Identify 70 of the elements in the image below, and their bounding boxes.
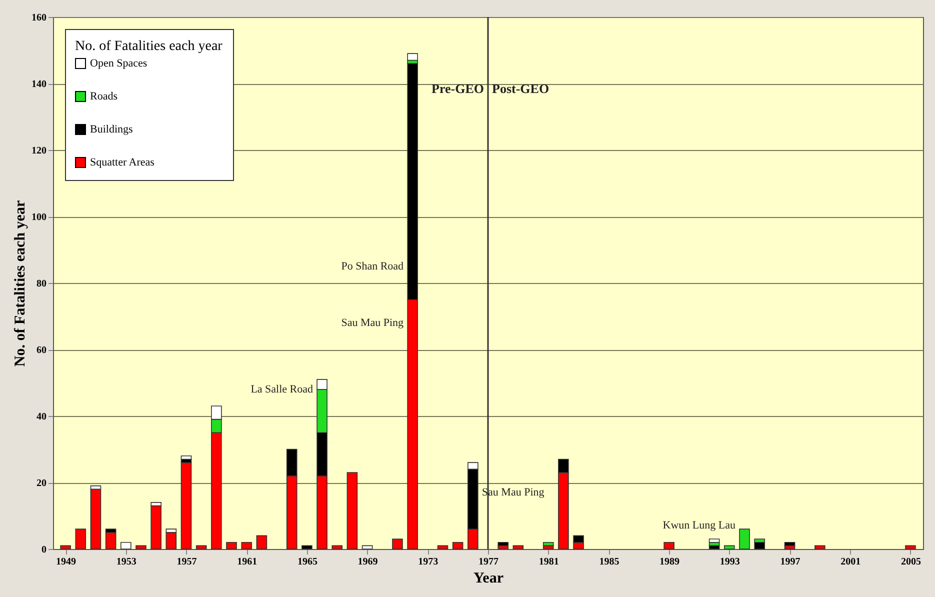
annotation: La Salle Road	[250, 383, 314, 396]
bar	[180, 462, 192, 550]
x-tick-label: 1973	[418, 556, 438, 568]
bar	[60, 545, 71, 550]
bar	[226, 542, 237, 550]
bar	[754, 542, 765, 550]
x-tick-label: 1957	[176, 556, 197, 568]
bar	[664, 542, 674, 550]
bar	[75, 528, 86, 550]
x-tick-label: 1989	[660, 556, 680, 568]
annotation: Po Shan Road	[341, 260, 404, 272]
bar	[362, 545, 373, 550]
bar	[120, 542, 132, 550]
y-tick-label: 0	[42, 544, 46, 556]
bar	[196, 545, 207, 550]
y-tick-label: 40	[36, 412, 46, 422]
x-tick-label: 1985	[599, 556, 620, 568]
legend-label: Buildings	[90, 124, 133, 136]
y-tick-label: 100	[32, 212, 46, 223]
legend-label: Open Spaces	[90, 58, 148, 70]
bar	[256, 535, 268, 550]
x-tick-label: 1961	[237, 556, 258, 568]
x-tick-label: 1997	[780, 556, 800, 568]
x-tick-label: 1993	[720, 556, 740, 568]
x-tick-label: 1977	[478, 556, 498, 568]
y-tick-label: 20	[36, 478, 46, 489]
bar	[136, 545, 146, 550]
legend-title: No. of Fatalities each year	[75, 39, 223, 54]
bar	[905, 545, 916, 550]
y-tick-label: 60	[36, 345, 46, 356]
legend-label: Roads	[90, 90, 118, 102]
bar	[437, 545, 448, 550]
bar	[407, 53, 418, 61]
bar	[166, 532, 177, 550]
x-tick-label: 1981	[538, 556, 559, 568]
bar	[332, 545, 343, 550]
bar	[180, 456, 192, 460]
x-tick-label: 1969	[358, 556, 378, 568]
x-tick-label: 2001	[840, 556, 861, 568]
bar	[739, 528, 750, 550]
annotation: Kwun Lung Lau	[662, 520, 736, 532]
bar	[784, 542, 796, 546]
bar	[814, 545, 826, 550]
bar	[498, 542, 508, 546]
x-tick-label: 2005	[900, 556, 921, 568]
bar	[708, 538, 720, 543]
bar	[346, 472, 358, 550]
y-tick-label: 120	[32, 146, 46, 156]
bar	[302, 545, 312, 550]
bar	[452, 542, 464, 550]
bar	[105, 532, 116, 550]
annotation: Post-GEO	[492, 81, 550, 96]
y-tick-label: 80	[36, 278, 46, 290]
bar	[392, 538, 403, 550]
bar	[150, 505, 162, 550]
legend-label: Squatter Areas	[90, 156, 154, 168]
y-axis-title: No. of Fatalities each year	[12, 200, 28, 367]
bar	[542, 542, 554, 546]
y-tick-label: 140	[32, 79, 46, 90]
bar	[90, 488, 102, 550]
annotation: Pre-GEO	[432, 81, 484, 96]
bar	[512, 545, 524, 550]
bar	[724, 545, 735, 550]
x-tick-label: 1953	[116, 556, 136, 568]
y-tick-label: 160	[32, 12, 46, 24]
x-axis-title: Year	[474, 570, 504, 586]
bar	[241, 542, 252, 550]
x-tick-label: 1949	[56, 556, 76, 568]
annotation: Sau Mau Ping	[341, 316, 404, 329]
x-tick-label: 1965	[297, 556, 318, 568]
